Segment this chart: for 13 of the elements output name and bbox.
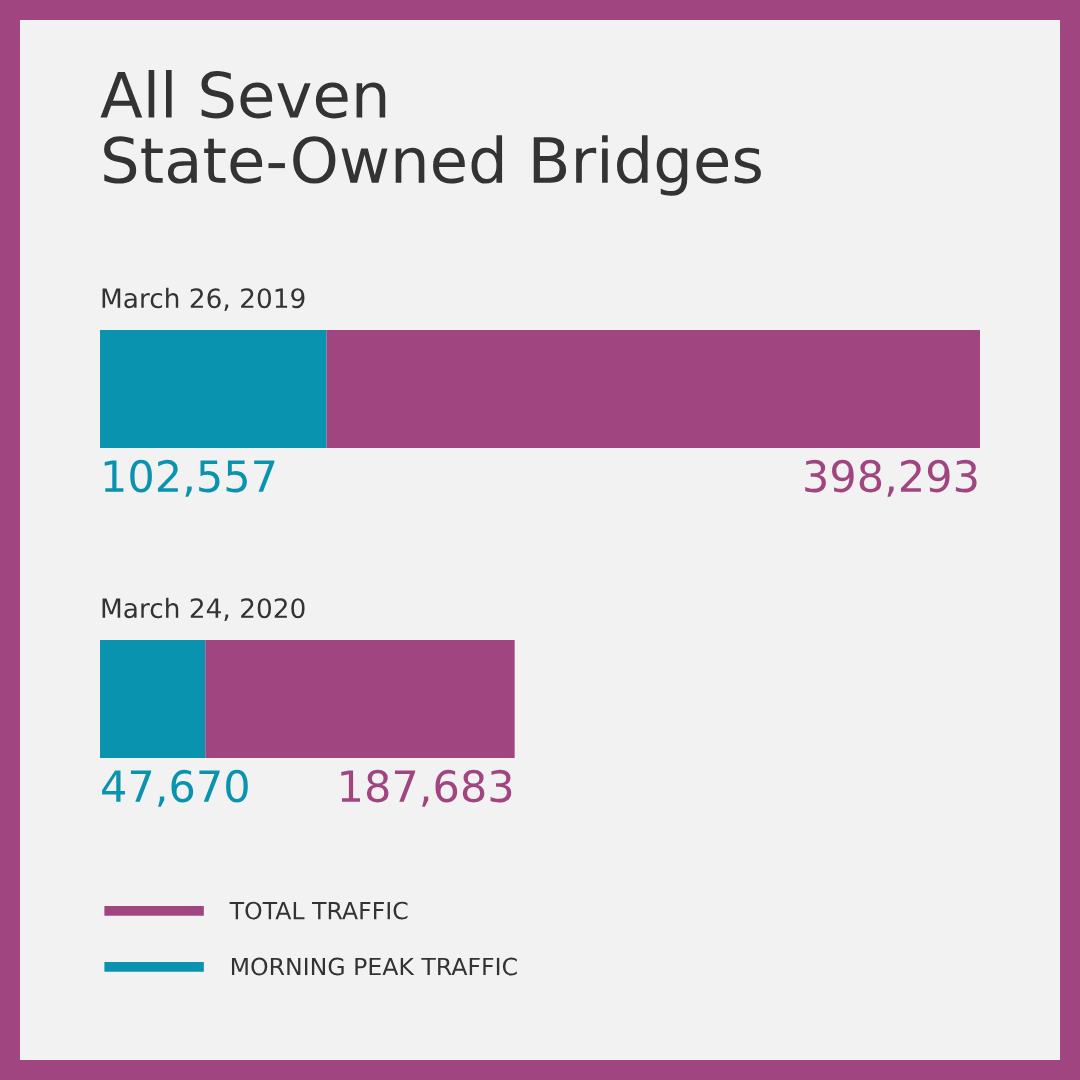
bar	[205, 640, 515, 758]
y-tick-label: March 24, 2020	[102, 597, 305, 621]
legend-label: TOTAL TRAFFIC	[229, 901, 408, 920]
total-label: 398,293	[805, 459, 977, 497]
data-label: 102,557	[104, 459, 275, 497]
legend-label: MORNING PEAK TRAFFIC	[231, 957, 517, 976]
bar	[326, 330, 980, 448]
data-label: 47,670	[102, 769, 248, 807]
bar	[100, 640, 206, 758]
bar	[100, 330, 327, 448]
total-label: 187,683	[341, 769, 512, 807]
y-tick-label: March 26, 2019	[102, 287, 305, 311]
chart-title: All Seven State-Owned Bridges	[100, 70, 761, 196]
